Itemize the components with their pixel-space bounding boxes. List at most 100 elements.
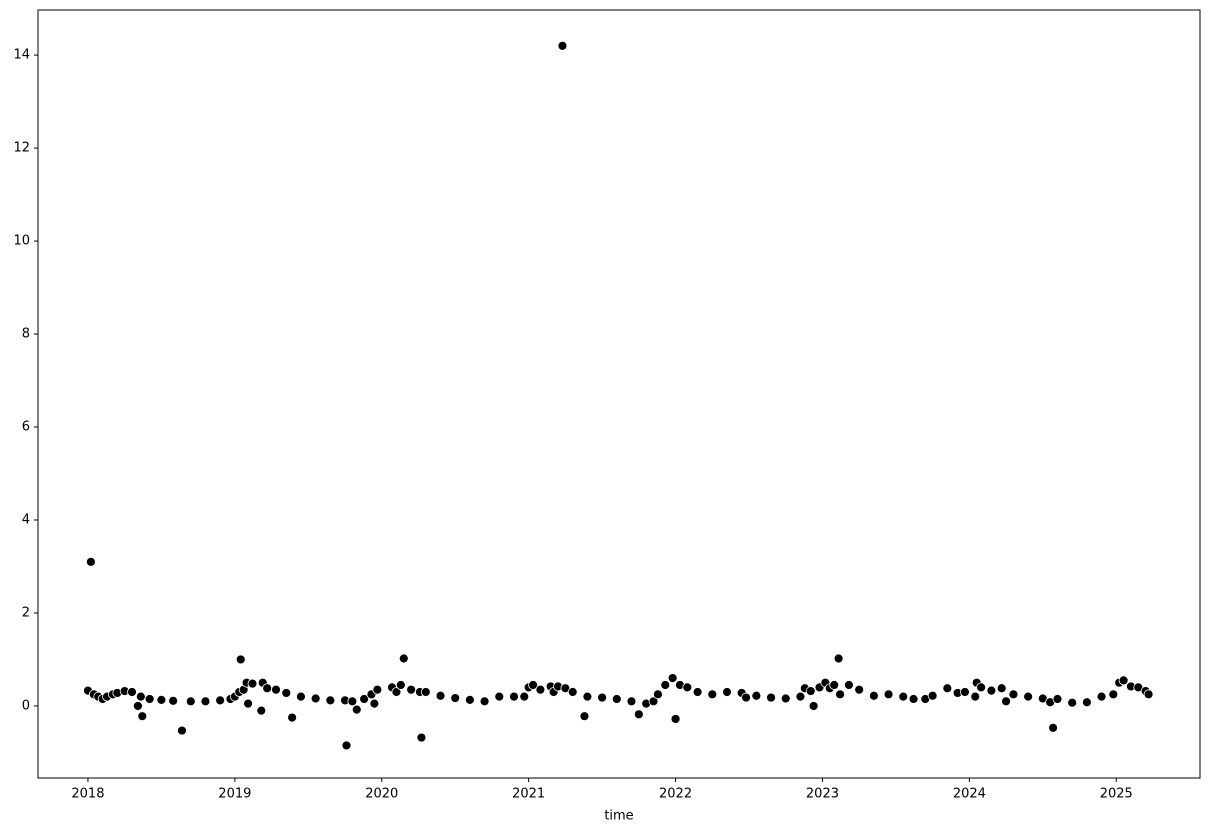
point	[464, 694, 475, 705]
point	[398, 653, 409, 664]
point	[85, 556, 96, 567]
point	[262, 683, 273, 694]
point	[395, 680, 406, 690]
point	[844, 680, 854, 690]
point	[597, 692, 608, 703]
point	[325, 695, 336, 706]
point	[168, 695, 179, 706]
point	[287, 712, 298, 723]
point	[976, 682, 987, 693]
y-tick-label: 2	[22, 605, 30, 620]
point	[611, 694, 622, 704]
point	[509, 691, 519, 702]
y-tick-label: 14	[13, 48, 30, 63]
x-axis-label: time	[604, 809, 633, 824]
point	[435, 690, 446, 701]
point	[127, 687, 137, 697]
point	[135, 691, 146, 702]
point	[372, 684, 383, 695]
point	[347, 696, 358, 707]
point	[1048, 722, 1058, 733]
point	[996, 683, 1007, 694]
point	[707, 689, 718, 700]
x-tick-label: 2022	[659, 787, 692, 802]
point	[582, 691, 593, 702]
point	[766, 692, 776, 703]
point	[256, 705, 267, 716]
y-tick-label: 6	[22, 420, 30, 435]
point	[722, 687, 732, 697]
point	[579, 711, 590, 722]
point	[682, 682, 693, 693]
point	[281, 688, 292, 698]
point	[808, 701, 819, 711]
point	[908, 694, 919, 704]
point	[942, 683, 953, 694]
point	[986, 685, 997, 696]
plot-frame	[37, 9, 1201, 779]
point	[535, 684, 546, 695]
point	[653, 689, 663, 700]
point	[751, 690, 762, 701]
point	[519, 691, 530, 702]
point	[883, 689, 894, 700]
x-tick-label: 2023	[806, 787, 839, 802]
point	[660, 680, 671, 690]
point	[741, 692, 751, 703]
point	[271, 684, 281, 695]
point	[648, 696, 659, 707]
point	[633, 709, 644, 720]
point	[1108, 689, 1119, 700]
point	[247, 678, 258, 689]
point	[450, 693, 461, 703]
point	[567, 687, 578, 697]
point	[235, 654, 246, 665]
point	[1008, 689, 1019, 700]
y-tick-label: 8	[22, 327, 30, 342]
point	[805, 686, 816, 696]
point	[341, 740, 352, 751]
point	[144, 694, 155, 704]
y-tick-label: 12	[13, 141, 30, 156]
point	[391, 687, 402, 697]
point	[359, 694, 370, 704]
point	[528, 680, 538, 690]
point	[854, 684, 865, 695]
point	[479, 696, 490, 707]
x-tick-label: 2025	[1100, 787, 1133, 802]
point	[137, 711, 148, 722]
point	[1001, 696, 1011, 707]
point	[1052, 694, 1063, 704]
point	[177, 725, 187, 736]
x-tick-label: 2020	[365, 787, 398, 802]
point	[416, 732, 427, 743]
point	[1096, 691, 1107, 702]
point	[868, 690, 879, 701]
point	[1143, 689, 1154, 700]
point	[835, 689, 845, 700]
point	[927, 690, 938, 701]
point	[667, 673, 678, 683]
y-tick-label: 10	[13, 234, 30, 249]
point	[1067, 697, 1078, 708]
point	[494, 691, 505, 702]
point	[243, 698, 253, 709]
point	[296, 691, 306, 702]
point	[1118, 675, 1129, 686]
point	[406, 684, 417, 695]
point	[833, 653, 844, 664]
point	[420, 687, 431, 697]
x-tick-label: 2019	[218, 787, 251, 802]
point	[1081, 697, 1092, 708]
point	[970, 691, 981, 702]
point	[369, 698, 380, 709]
point	[692, 687, 703, 697]
point	[200, 696, 211, 707]
point	[215, 695, 226, 706]
x-tick-label: 2024	[953, 787, 986, 802]
point	[132, 701, 143, 711]
y-tick-label: 0	[22, 698, 30, 713]
point	[626, 696, 637, 707]
point	[670, 714, 681, 724]
